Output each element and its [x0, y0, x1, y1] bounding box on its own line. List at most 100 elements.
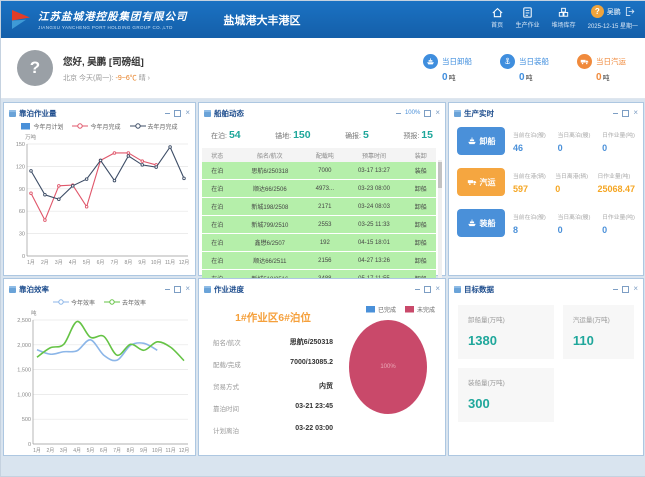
close-icon[interactable]: × [185, 108, 190, 117]
minimize-icon[interactable] [395, 112, 401, 114]
resize-icon[interactable] [424, 285, 432, 293]
zoom-level[interactable]: 100% [404, 110, 421, 116]
job-field-value: 内贸 [319, 383, 333, 390]
resize-icon[interactable] [174, 109, 182, 117]
panel-job-progress: 作业进度 × 1#作业区6#泊位 船名/航次 思航6/250318 配载/完成 700… [198, 278, 446, 456]
daily-stat-unit: 吨 [448, 74, 456, 82]
legend-item[interactable]: 去年月完成 [129, 122, 178, 131]
legend-label: 已完成 [377, 307, 396, 314]
top-nav: 首页 生产作业 堆场库存 [491, 5, 576, 29]
汽运-button[interactable]: 汽运 [457, 168, 505, 196]
production-rows: 卸船 当前在泊(艘) 46 当日离泊(艘) 0 日作业量(吨) 0 汽运 当前在港(辆) 597 当… [449, 120, 643, 243]
logo-flag-icon [12, 9, 30, 29]
target-card-value: 300 [468, 396, 490, 411]
ship-cell: 卸船 [405, 233, 436, 252]
svg-text:4月: 4月 [69, 260, 77, 266]
minimize-icon[interactable] [613, 288, 619, 290]
resize-icon[interactable] [622, 285, 630, 293]
svg-text:60: 60 [19, 209, 25, 215]
ship-row[interactable]: 在泊 顺达66/2506 4973... 03-23 08:00 卸船 [202, 179, 436, 198]
logout-icon[interactable] [624, 6, 635, 17]
legend-item[interactable]: 已完成 [365, 305, 396, 314]
nav-item-生产作业[interactable]: 生产作业 [516, 6, 540, 29]
table-header: 预靠时间 [342, 148, 406, 162]
ship-cell: 2171 [307, 197, 343, 216]
ship-count-锚地: 锚地: 150 [275, 125, 310, 143]
ship-row[interactable]: 在泊 鑫懋6/2507 192 04-15 18:01 卸船 [202, 233, 436, 252]
prod-stat-label: 当前在泊(艘) [513, 132, 546, 139]
svg-text:90: 90 [19, 187, 25, 193]
ship-cell: 4973... [307, 179, 343, 198]
panel-title: 生产实时 [464, 108, 494, 118]
svg-text:7月: 7月 [113, 448, 121, 454]
ship-cell: 思航6/250318 [232, 162, 308, 180]
卸船-button[interactable]: 卸船 [457, 127, 505, 155]
legend-item[interactable]: 去年效率 [104, 298, 146, 307]
job-field-value: 03-22 03:00 [295, 425, 333, 432]
legend-marker [104, 299, 120, 305]
svg-text:吨: 吨 [31, 309, 37, 317]
ship-row[interactable]: 在泊 新城198/2508 2171 03-24 08:03 卸船 [202, 197, 436, 216]
truck-icon [577, 53, 592, 69]
装船-button[interactable]: 装船 [457, 209, 505, 237]
svg-text:10月: 10月 [152, 448, 163, 454]
ship-cell: 03-17 13:27 [342, 162, 406, 180]
user-bar: ? 您好, 吴鹏 [司磅组] 北京 今天(周一): -9~6℃ 晴 › 当日卸船… [1, 38, 645, 99]
prod-stat: 日作业量(吨) 0 [602, 130, 635, 153]
prod-stat-value: 0 [555, 183, 561, 194]
nav-item-首页[interactable]: 首页 [491, 6, 504, 29]
minimize-icon[interactable] [613, 112, 619, 114]
ship-row[interactable]: 在泊 新城799/2510 2553 03-25 11:33 卸船 [202, 215, 436, 234]
ship-load-icon [504, 57, 511, 64]
legend-item[interactable]: 今年月完成 [72, 122, 121, 131]
legend-item[interactable]: 未完成 [404, 305, 435, 314]
svg-text:10月: 10月 [151, 260, 162, 266]
close-icon[interactable]: × [633, 108, 638, 117]
svg-text:8月: 8月 [124, 260, 132, 266]
panel-icon [9, 109, 16, 117]
weather-desc: 晴 › [138, 74, 150, 82]
weather-info[interactable]: 北京 今天(周一): -9~6℃ 晴 › [63, 73, 150, 83]
legend-item[interactable]: 今年月计划 [21, 122, 63, 131]
resize-icon[interactable] [424, 109, 432, 117]
pie-center-label: 100% [380, 364, 396, 370]
minimize-icon[interactable] [415, 288, 421, 290]
prod-stat-label: 当前在泊(艘) [513, 214, 546, 221]
legend-label: 去年效率 [122, 300, 147, 307]
header-avatar[interactable]: ? [590, 5, 604, 18]
resize-icon[interactable] [622, 109, 630, 117]
ship-count-在泊: 在泊: 54 [211, 125, 241, 143]
prod-stat-value: 0 [557, 224, 563, 235]
svg-text:0: 0 [28, 442, 31, 448]
close-icon[interactable]: × [435, 108, 440, 117]
scrollbar-thumb[interactable] [438, 162, 442, 188]
svg-text:5月: 5月 [87, 448, 95, 454]
job-field: 计划离泊 03-22 03:00 [207, 425, 339, 435]
legend-item[interactable]: 今年效率 [52, 298, 95, 307]
ship-unload-icon [423, 53, 438, 69]
svg-text:7月: 7月 [111, 260, 119, 266]
close-icon[interactable]: × [633, 284, 638, 293]
close-icon[interactable]: × [185, 284, 190, 293]
ship-count-value: 54 [228, 129, 241, 141]
prod-stat-label: 当日离泊(艘) [557, 214, 591, 221]
minimize-icon[interactable] [165, 288, 171, 290]
daily-stats: 当日卸船 0吨 当日装船 0吨 当日汽运 0吨 [423, 53, 630, 83]
close-icon[interactable]: × [435, 284, 440, 293]
company-logo: 江苏盐城港控股集团有限公司 JIANGSU YANCHENG PORT HOLD… [1, 8, 188, 32]
svg-text:2月: 2月 [41, 260, 49, 266]
resize-icon[interactable] [174, 285, 182, 293]
ship-row[interactable]: 在泊 思航6/250318 7000 03-17 13:27 装船 [202, 162, 436, 180]
nav-item-堆场库存[interactable]: 堆场库存 [552, 6, 576, 29]
target-card-label: 卸船量(万吨) [468, 317, 505, 324]
svg-text:9月: 9月 [138, 260, 146, 266]
user-avatar[interactable]: ? [17, 50, 53, 86]
table-scrollbar[interactable] [438, 160, 442, 288]
minimize-icon[interactable] [165, 112, 171, 114]
ship-row[interactable]: 在泊 顺达66/2511 2156 04-27 13:26 卸船 [202, 251, 436, 270]
svg-text:30: 30 [19, 232, 25, 238]
nav-label: 生产作业 [515, 23, 540, 29]
table-header: 船名/航次 [232, 148, 308, 162]
target-card: 汽运量(万吨) 110 [562, 305, 634, 359]
